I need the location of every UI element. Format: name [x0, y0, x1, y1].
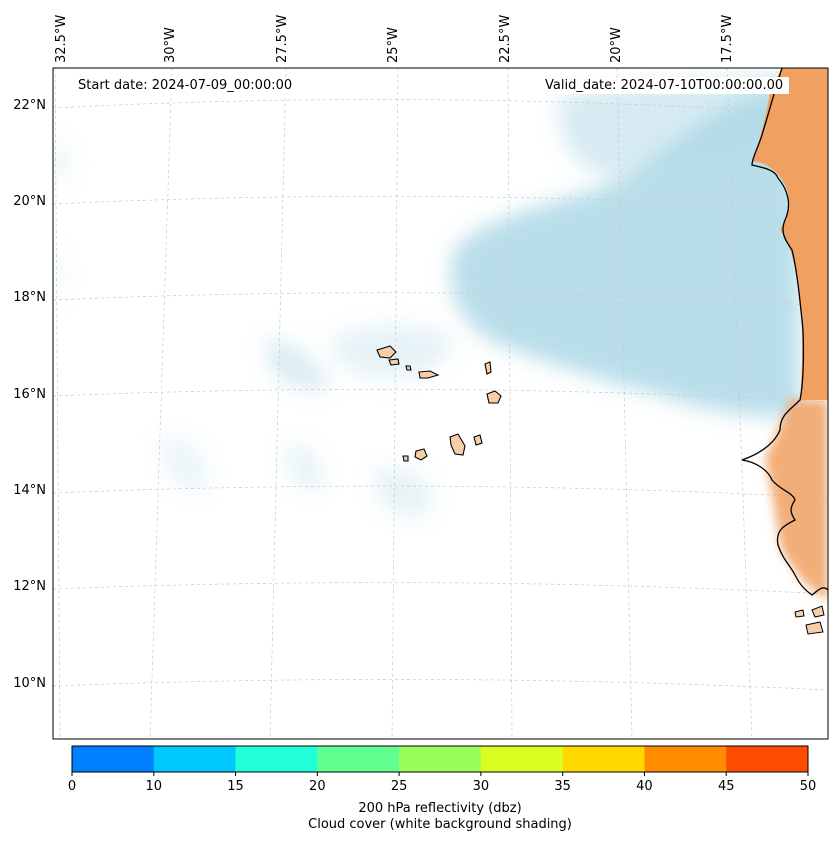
lat-label-16n: 16°N: [13, 387, 46, 402]
cloud-patch-west: [265, 339, 330, 390]
lat-label-14n: 14°N: [13, 483, 46, 498]
lon-label-25w: 25°W: [386, 27, 401, 63]
cloud-band-north: [559, 75, 790, 176]
lat-label-22n: 22°N: [13, 98, 46, 113]
island-sal: [484, 361, 492, 375]
island-fogo: [414, 448, 428, 461]
island-maio: [473, 434, 483, 446]
colorbar-tick-label: 0: [67, 779, 77, 794]
colorbar-segment: [317, 746, 400, 772]
colorbar-segment: [562, 746, 645, 772]
lat-label-12n: 12°N: [13, 579, 46, 594]
colorbar-segment: [480, 746, 564, 772]
graticule: [53, 68, 828, 739]
lon-label-30w: 30°W: [163, 27, 178, 63]
island-sao-nicolau: [418, 370, 440, 379]
cloud-patch-west-edge: [53, 140, 68, 180]
land-south-gradient: [765, 400, 828, 600]
colorbar-tick-label: 10: [145, 779, 163, 794]
colorbar-tick-label: 40: [636, 779, 653, 794]
colorbar-tick-label: 50: [799, 779, 817, 794]
map-frame: [52, 67, 829, 740]
colorbar-segment: [399, 746, 482, 772]
lon-label-17-5w: 17.5°W: [720, 14, 735, 63]
colorbar-tick-label: 35: [554, 779, 571, 794]
africa-coast: [741, 68, 828, 635]
lon-label-22-5w: 22.5°W: [498, 14, 513, 63]
colorbar-tick-label: 30: [472, 779, 490, 794]
colorbar-segment: [235, 746, 318, 772]
lon-label-32-5w: 32.5°W: [54, 14, 69, 63]
cloud-patch-south-2: [285, 444, 323, 491]
colorbar-segment: [72, 746, 155, 772]
lon-label-27-5w: 27.5°W: [275, 14, 290, 63]
cloud-patch-sw: [160, 438, 208, 493]
cloud-patch-west-edge-2: [53, 250, 63, 300]
colorbar-title-line2: Cloud cover (white background shading): [308, 817, 572, 832]
colorbar-tick-label: 45: [717, 779, 735, 794]
island-boa-vista: [486, 390, 502, 404]
lon-label-20w: 20°W: [609, 27, 624, 63]
colorbar-title-line1: 200 hPa reflectivity (dbz): [358, 801, 522, 816]
cloud-band-main: [451, 70, 800, 417]
colorbar-segment: [644, 746, 727, 772]
coastline: [741, 68, 828, 596]
cape-verde-islands: [376, 345, 502, 462]
land-north: [752, 68, 828, 400]
island-brava: [402, 455, 409, 462]
colorbar-tick-label: 20: [309, 779, 326, 794]
cloud-patch-south-1: [375, 467, 432, 518]
colorbar-segment: [726, 746, 809, 772]
colorbar: [71, 745, 809, 776]
colorbar-frame: [71, 745, 809, 773]
valid-date-label: Valid_date: 2024-07-10T00:00:00.00: [539, 77, 790, 94]
island-santiago: [449, 433, 466, 456]
lat-label-18n: 18°N: [13, 290, 46, 305]
colorbar-segment: [153, 746, 237, 772]
island-santa-luzia: [405, 365, 412, 371]
cloud-cover-shading: [53, 70, 800, 518]
colorbar-tick-label: 15: [227, 779, 244, 794]
start-date-label: Start date: 2024-07-09_00:00:00: [72, 77, 299, 94]
lat-label-10n: 10°N: [13, 676, 46, 691]
colorbar-tick-label: 25: [390, 779, 408, 794]
lat-label-20n: 20°N: [13, 194, 46, 209]
colorbar-title: 200 hPa reflectivity (dbz) Cloud cover (…: [0, 801, 837, 833]
island-santo-antao: [376, 345, 397, 359]
coast-islands-south: [794, 605, 825, 635]
island-sao-vicente: [388, 358, 400, 366]
